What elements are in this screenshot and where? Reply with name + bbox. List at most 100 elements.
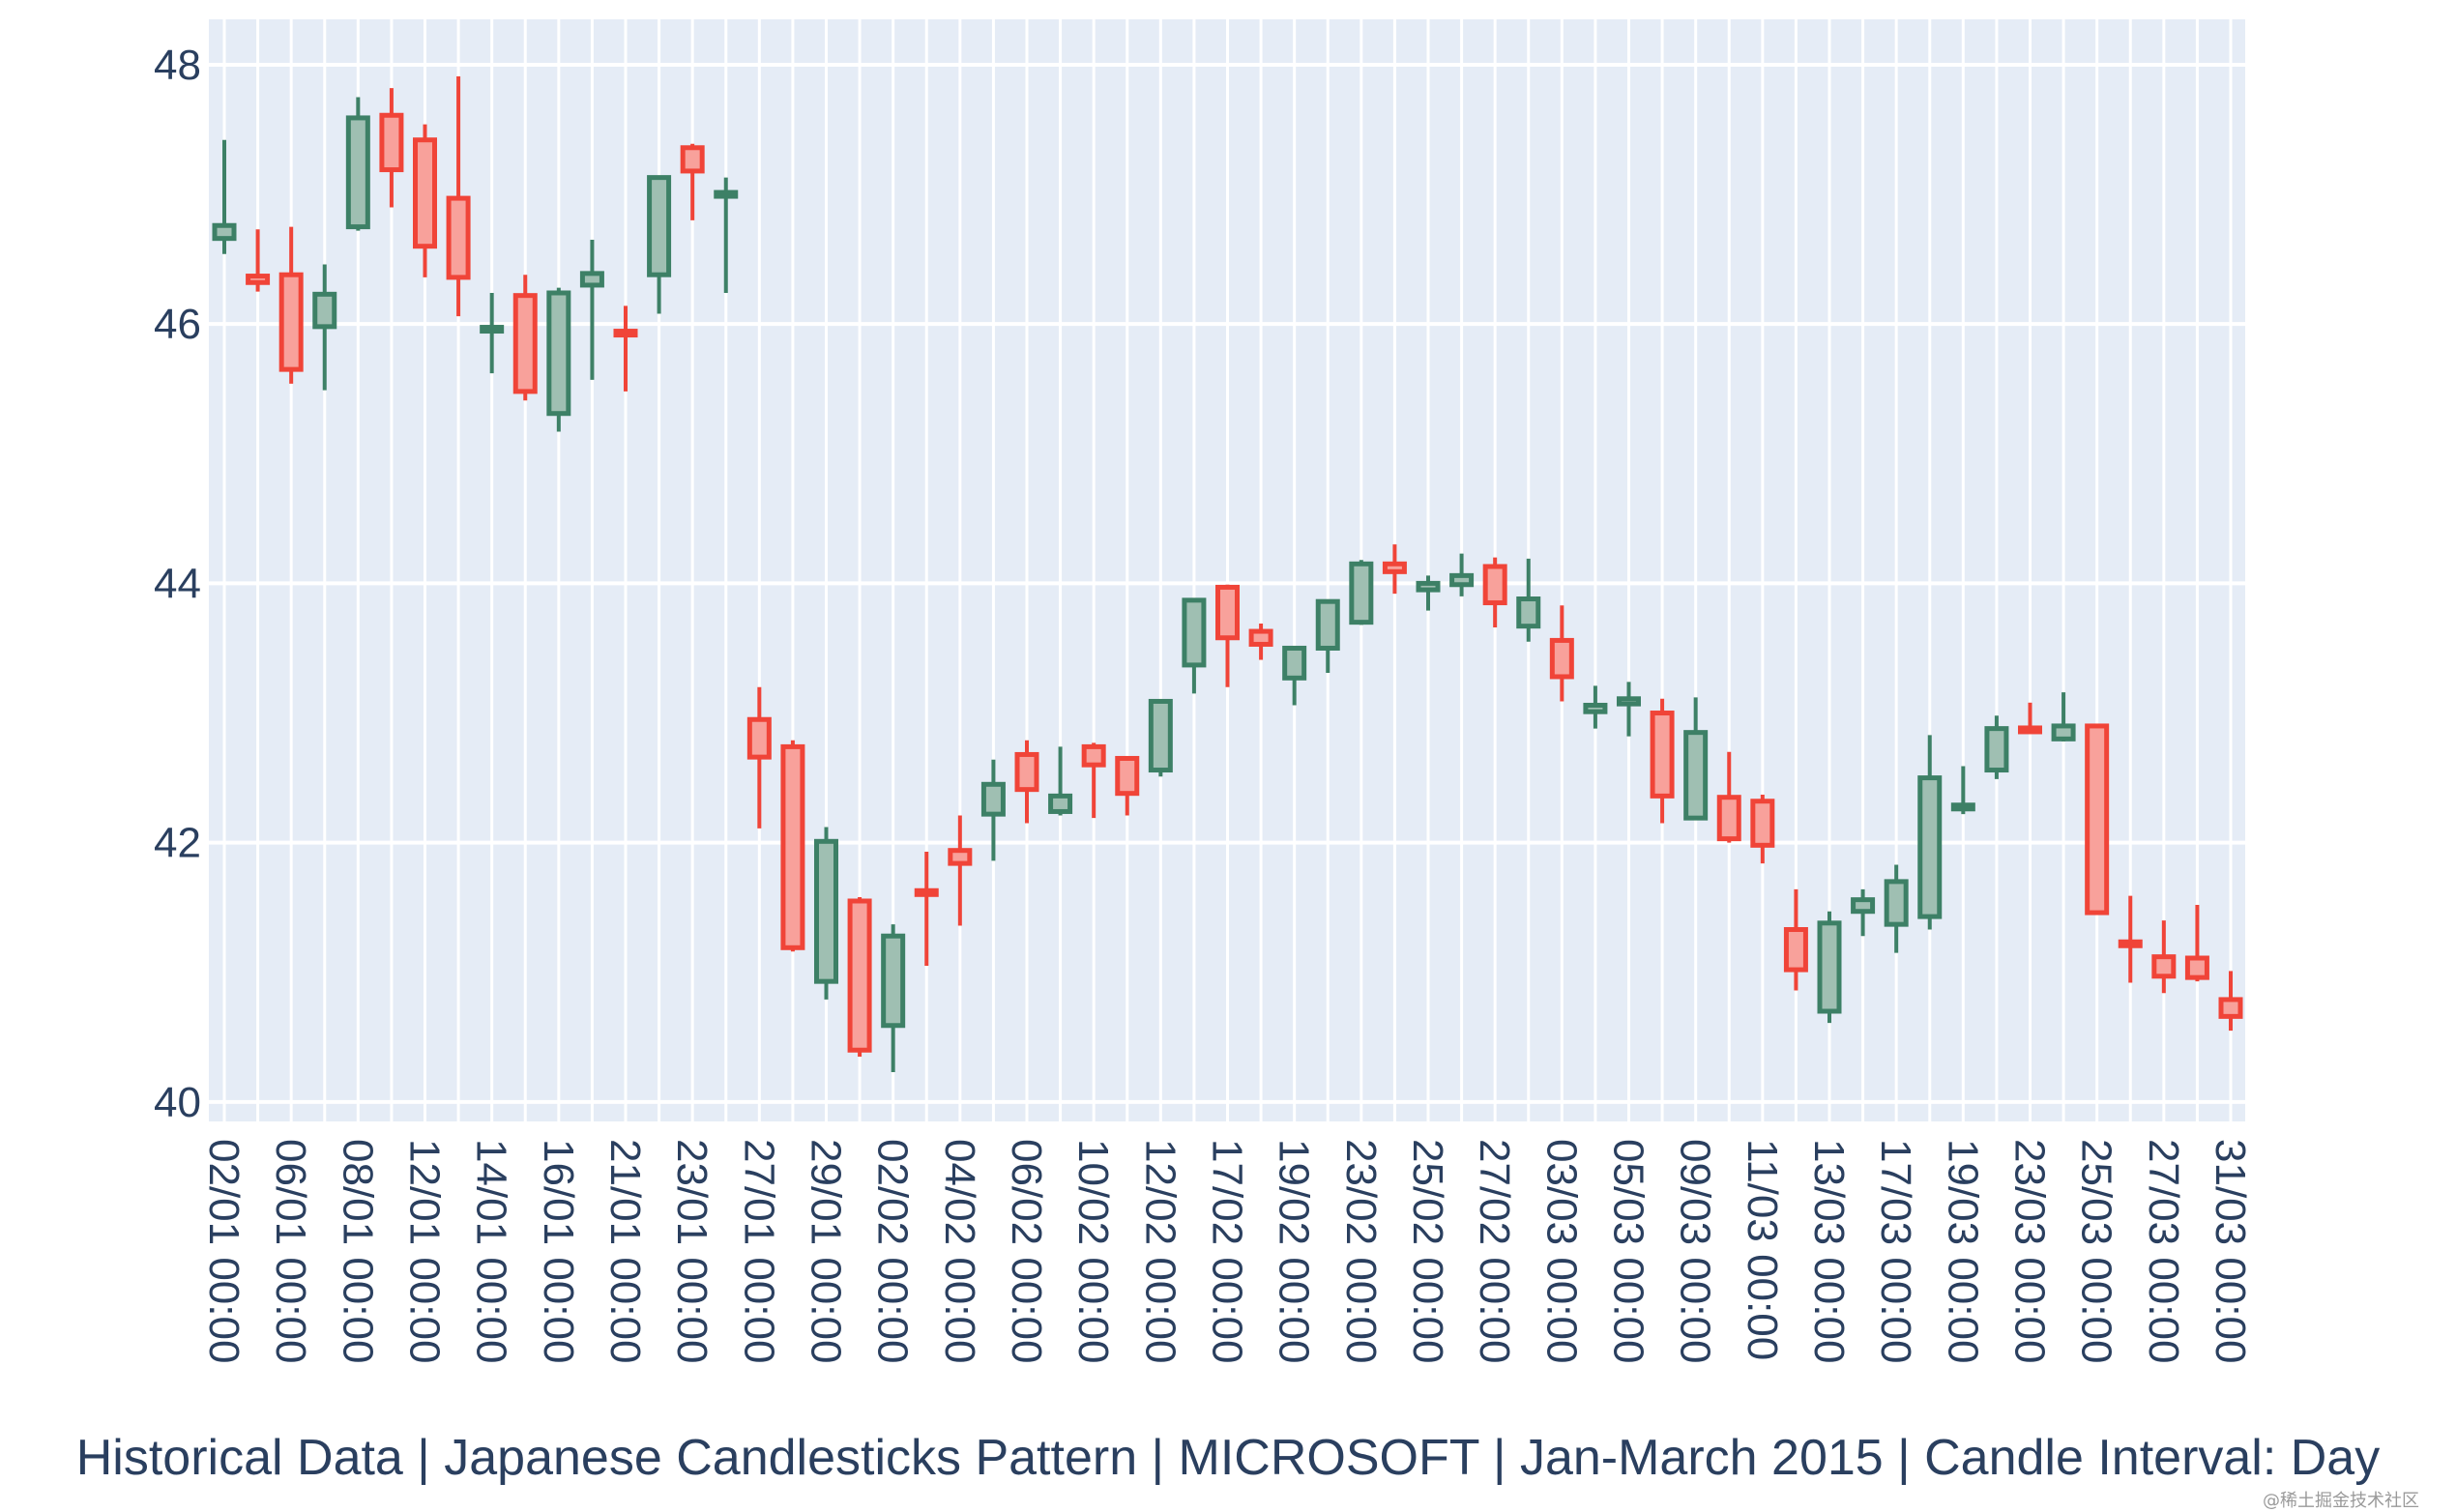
candle-body	[613, 329, 638, 338]
candle-22-01	[647, 175, 672, 314]
x-tick-label: 12/02 00:00	[1136, 1139, 1184, 1363]
candle-17-02	[1215, 584, 1240, 687]
candle-body	[579, 271, 604, 288]
candle-body	[1549, 637, 1574, 680]
candle-25-02	[1416, 575, 1441, 611]
y-tick-label: 46	[154, 301, 201, 348]
candles	[212, 76, 2243, 1073]
candle-body	[647, 175, 672, 277]
candle-10-02	[1081, 742, 1106, 819]
candle-body	[345, 115, 370, 230]
x-tick-label: 21/01 00:00	[601, 1139, 649, 1363]
candle-03-03	[1549, 605, 1574, 702]
candle-23-01	[680, 143, 705, 220]
candle-06-01	[278, 226, 304, 384]
candle-14-01	[480, 292, 505, 374]
candle-27-01	[746, 686, 772, 829]
candle-body	[1449, 572, 1475, 588]
x-tick-label: 12/01 00:00	[401, 1139, 449, 1363]
candle-body	[914, 887, 939, 897]
candle-body	[1048, 793, 1073, 814]
candle-body	[2051, 723, 2076, 741]
candle-body	[2018, 725, 2042, 735]
candle-body	[1215, 584, 1240, 641]
candle-body	[1851, 897, 1876, 915]
x-tick-label: 25/02 00:00	[1404, 1139, 1451, 1363]
candle-13-01	[446, 76, 471, 317]
candle-20-02	[1315, 598, 1340, 673]
candle-05-02	[980, 759, 1006, 861]
candle-body	[847, 898, 872, 1053]
candle-body	[2218, 997, 2243, 1019]
candle-body	[1650, 711, 1675, 799]
candle-07-01	[312, 264, 337, 391]
candle-02-01	[212, 139, 237, 254]
candle-body	[948, 848, 973, 866]
candle-body	[980, 781, 1006, 817]
y-tick-label: 44	[154, 560, 201, 607]
candle-body	[1716, 795, 1741, 842]
candle-02-03	[1516, 558, 1541, 642]
candle-06-02	[1014, 740, 1039, 824]
candle-18-02	[1248, 623, 1273, 660]
x-tick-label: 04/02 00:00	[936, 1139, 983, 1363]
candle-body	[1182, 597, 1207, 668]
candle-body	[1014, 751, 1039, 793]
candle-13-02	[1182, 597, 1207, 694]
candle-06-03	[1650, 698, 1675, 824]
x-tick-label: 09/03 00:00	[1672, 1139, 1719, 1363]
candle-15-01	[512, 275, 538, 401]
x-tick-label: 10/02 00:00	[1069, 1139, 1117, 1363]
candle-25-03	[2085, 723, 2110, 916]
x-tick-label: 23/02 00:00	[1337, 1139, 1385, 1363]
y-tick-label: 48	[154, 42, 201, 89]
candle-body	[1315, 598, 1340, 651]
candle-23-03	[2018, 702, 2042, 735]
candle-04-03	[1583, 685, 1608, 729]
x-tick-label: 27/03 00:00	[2140, 1139, 2187, 1363]
candle-body	[2118, 939, 2143, 948]
candle-body	[2085, 723, 2110, 916]
candle-03-02	[914, 852, 939, 967]
candle-27-02	[1482, 557, 1507, 628]
candle-body	[1917, 775, 1943, 919]
x-tick-label: 31/03 00:00	[2207, 1139, 2254, 1363]
candle-body	[1416, 580, 1441, 593]
candle-19-03	[1950, 766, 1975, 815]
candle-body	[1783, 927, 1808, 973]
candle-body	[480, 325, 505, 334]
candle-28-01	[780, 740, 805, 952]
candle-body	[379, 112, 404, 173]
candle-body	[312, 291, 337, 330]
candle-09-01	[379, 88, 404, 208]
candle-body	[746, 716, 772, 760]
candle-04-02	[948, 815, 973, 926]
x-tick-label: 13/03 00:00	[1805, 1139, 1853, 1363]
candle-23-02	[1349, 560, 1374, 625]
x-axis-tick-labels: 02/01 00:00 06/01 00:00 08/01 00:00 12/01 0…	[200, 1139, 2254, 1363]
candle-09-02	[1048, 746, 1073, 816]
candle-body	[680, 145, 705, 174]
candle-30-03	[2184, 905, 2209, 982]
x-tick-label: 25/03 00:00	[2073, 1139, 2120, 1363]
x-tick-label: 29/01 00:00	[803, 1139, 850, 1363]
x-tick-label: 16/01 00:00	[535, 1139, 582, 1363]
candle-11-02	[1115, 755, 1140, 816]
watermark: @稀土掘金技术社区	[2263, 1491, 2419, 1511]
candle-body	[780, 743, 805, 950]
candle-12-03	[1783, 888, 1808, 991]
y-axis-tick-labels: 40 42 44 46 48	[154, 42, 201, 1126]
vertical-grid	[222, 19, 2233, 1121]
x-tick-label: 17/02 00:00	[1204, 1139, 1251, 1363]
x-tick-label: 02/02 00:00	[869, 1139, 917, 1363]
x-tick-label: 17/03 00:00	[1872, 1139, 1919, 1363]
candle-body	[1115, 755, 1140, 797]
x-tick-label: 27/02 00:00	[1471, 1139, 1518, 1363]
candle-body	[1617, 696, 1641, 707]
candle-26-03	[2118, 895, 2143, 983]
candle-body	[1482, 564, 1507, 606]
x-tick-label: 11/03 00:00	[1739, 1139, 1786, 1360]
candle-body	[1950, 802, 1975, 812]
candle-body	[546, 290, 571, 417]
